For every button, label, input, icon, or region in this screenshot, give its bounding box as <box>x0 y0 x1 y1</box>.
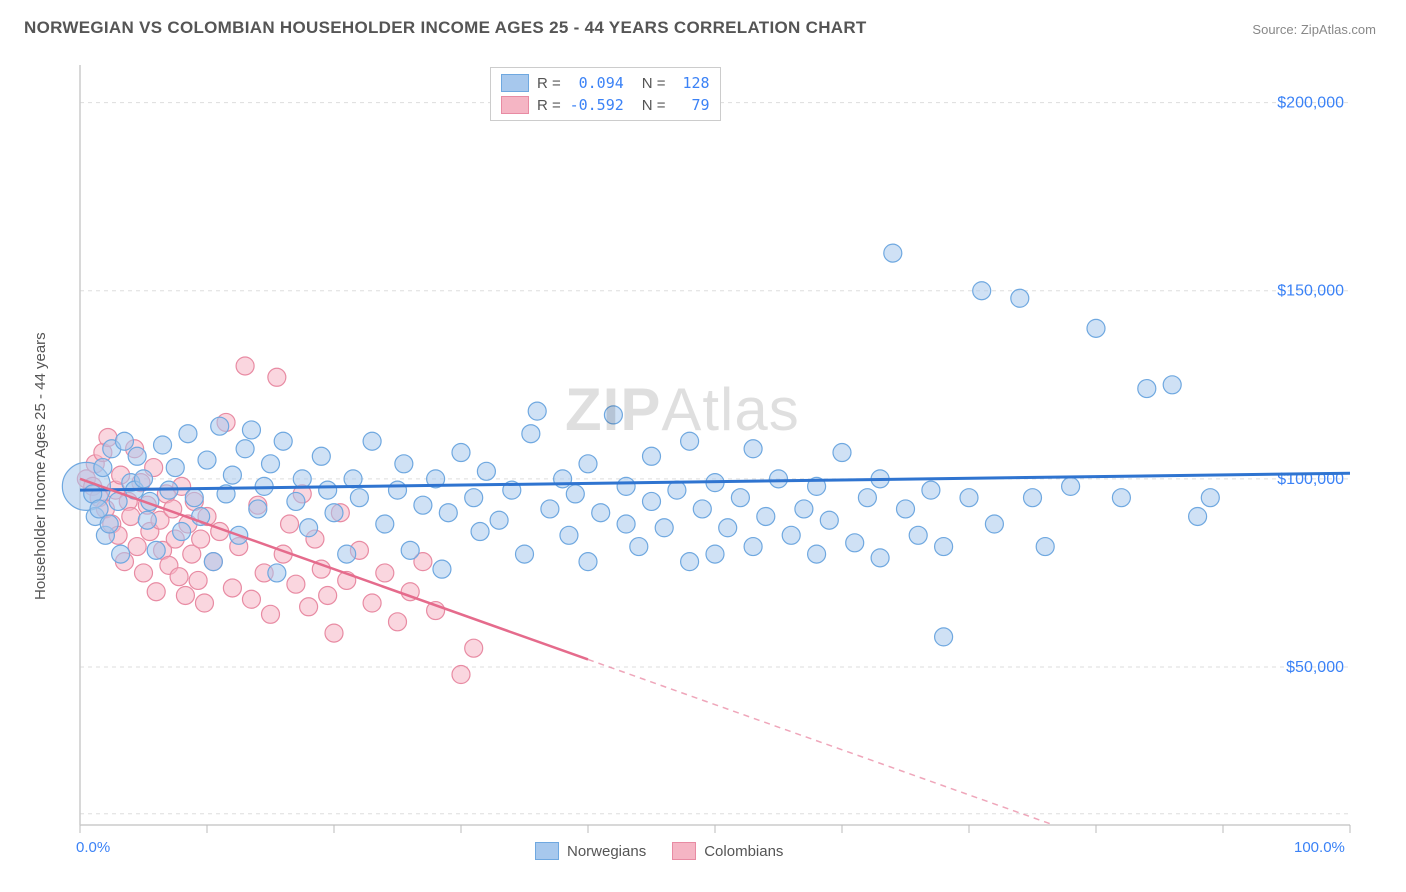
scatter-chart: $50,000$100,000$150,000$200,000 <box>60 55 1370 845</box>
source-attribution: Source: ZipAtlas.com <box>1252 22 1376 37</box>
r-value: -0.592 <box>569 96 624 114</box>
legend-swatch <box>672 842 696 860</box>
legend-row: R = 0.094 N = 128 <box>501 72 710 94</box>
legend-swatch <box>535 842 559 860</box>
series-legend: Norwegians Colombians <box>535 842 783 860</box>
r-value: 0.094 <box>569 74 624 92</box>
n-label: N = <box>642 75 666 92</box>
n-label: N = <box>642 97 666 114</box>
x-axis-end-label: 100.0% <box>1294 839 1345 856</box>
n-value: 79 <box>674 96 710 114</box>
legend-swatch <box>501 96 529 114</box>
svg-text:$200,000: $200,000 <box>1277 95 1344 112</box>
chart-title: NORWEGIAN VS COLOMBIAN HOUSEHOLDER INCOM… <box>24 18 867 38</box>
legend-row: R = -0.592 N = 79 <box>501 94 710 116</box>
n-value: 128 <box>674 74 710 92</box>
legend-swatch <box>501 74 529 92</box>
r-label: R = <box>537 75 561 92</box>
legend-label: Norwegians <box>567 843 646 860</box>
r-label: R = <box>537 97 561 114</box>
source-link[interactable]: ZipAtlas.com <box>1301 22 1376 37</box>
svg-text:$150,000: $150,000 <box>1277 283 1344 300</box>
svg-text:$50,000: $50,000 <box>1286 659 1344 676</box>
x-axis-start-label: 0.0% <box>76 839 110 856</box>
legend-label: Colombians <box>704 843 783 860</box>
chart-area: $50,000$100,000$150,000$200,000 <box>60 55 1370 835</box>
legend-item: Norwegians <box>535 842 646 860</box>
y-axis-label: Householder Income Ages 25 - 44 years <box>32 332 49 600</box>
correlation-legend: R = 0.094 N = 128 R = -0.592 N = 79 <box>490 67 721 121</box>
legend-item: Colombians <box>672 842 783 860</box>
source-label: Source: <box>1252 22 1297 37</box>
